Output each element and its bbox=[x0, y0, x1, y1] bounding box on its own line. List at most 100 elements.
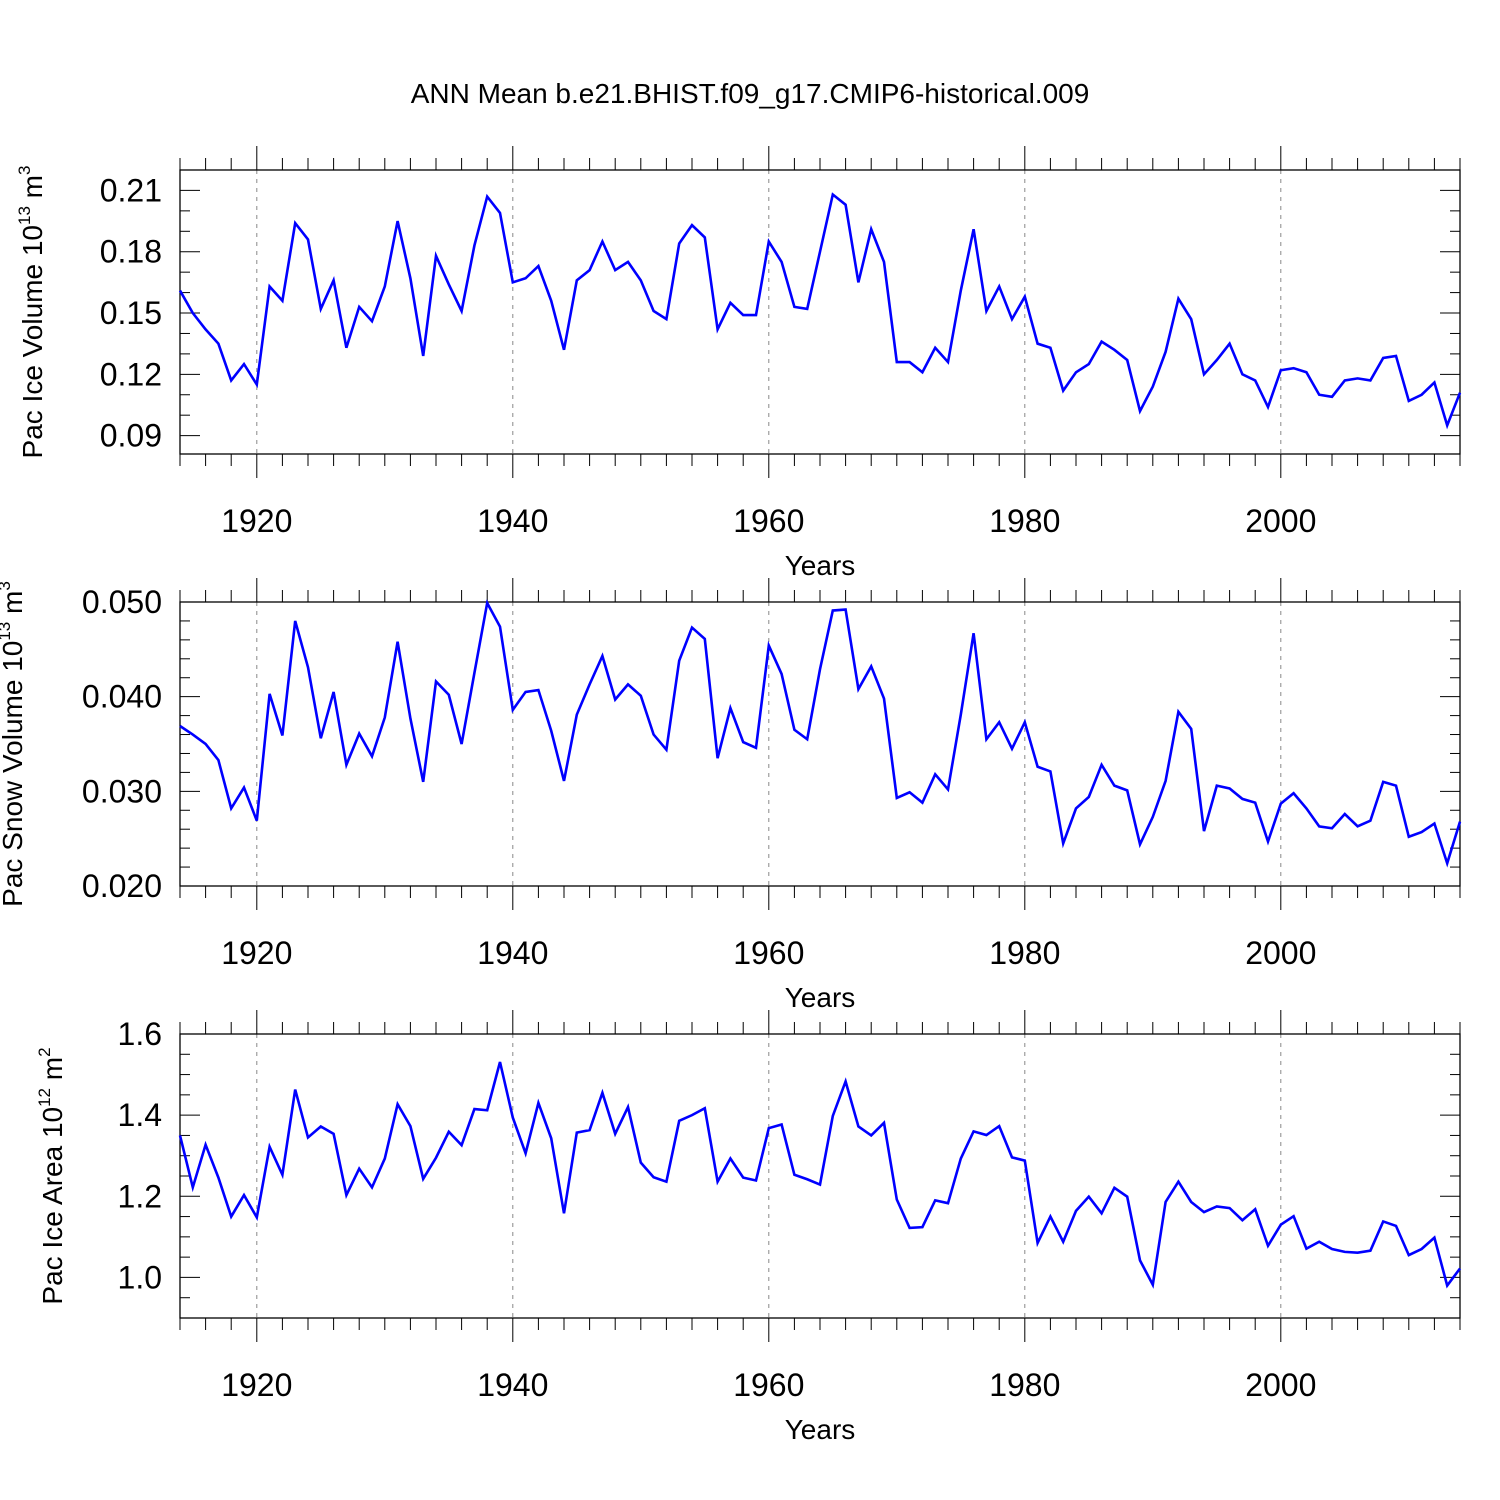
data-point bbox=[1395, 784, 1397, 786]
data-point bbox=[435, 680, 437, 682]
data-point bbox=[435, 1157, 437, 1159]
data-point bbox=[524, 1152, 526, 1154]
data-point bbox=[1318, 394, 1320, 396]
data-point bbox=[371, 1186, 373, 1188]
data-point bbox=[358, 1167, 360, 1169]
data-point bbox=[844, 204, 846, 206]
data-point bbox=[742, 1176, 744, 1178]
data-point bbox=[1152, 385, 1154, 387]
data-point bbox=[857, 688, 859, 690]
data-point bbox=[1049, 1215, 1051, 1217]
data-point bbox=[1152, 1284, 1154, 1286]
y-tick-label: 0.09 bbox=[100, 418, 162, 454]
data-point bbox=[1024, 721, 1026, 723]
data-point bbox=[332, 1133, 334, 1135]
data-point bbox=[217, 342, 219, 344]
data-point bbox=[960, 713, 962, 715]
data-point bbox=[499, 1061, 501, 1063]
data-point bbox=[665, 748, 667, 750]
data-point bbox=[870, 228, 872, 230]
data-point bbox=[1062, 842, 1064, 844]
y-tick-label: 0.12 bbox=[100, 356, 162, 392]
data-point bbox=[588, 683, 590, 685]
data-point bbox=[294, 222, 296, 224]
data-point bbox=[768, 644, 770, 646]
data-point bbox=[294, 620, 296, 622]
x-tick-label: 1920 bbox=[221, 503, 292, 539]
data-point bbox=[1100, 764, 1102, 766]
data-point bbox=[704, 1107, 706, 1109]
data-point bbox=[435, 255, 437, 257]
data-point bbox=[217, 759, 219, 761]
data-point bbox=[1356, 377, 1358, 379]
y-label-exponent: 13 bbox=[15, 206, 34, 225]
data-point bbox=[499, 212, 501, 214]
data-point bbox=[921, 801, 923, 803]
y-label-main: Pac Snow Volume 10 bbox=[0, 641, 28, 907]
data-point bbox=[832, 193, 834, 195]
y-label-unit: m bbox=[0, 591, 28, 622]
data-point bbox=[499, 625, 501, 627]
data-point bbox=[192, 312, 194, 314]
data-point bbox=[1331, 396, 1333, 398]
data-point bbox=[934, 347, 936, 349]
y-label-exponent: 13 bbox=[0, 622, 14, 641]
data-point bbox=[742, 314, 744, 316]
data-point bbox=[1203, 1211, 1205, 1213]
data-point bbox=[1011, 318, 1013, 320]
data-point bbox=[832, 1115, 834, 1117]
y-tick-label: 0.18 bbox=[100, 234, 162, 270]
y-label-unit-exponent: 3 bbox=[15, 166, 34, 175]
data-point bbox=[1254, 801, 1256, 803]
data-point bbox=[806, 1178, 808, 1180]
data-point bbox=[1190, 1201, 1192, 1203]
data-point bbox=[844, 608, 846, 610]
data-point bbox=[512, 281, 514, 283]
data-point bbox=[896, 1198, 898, 1200]
data-point bbox=[998, 1125, 1000, 1127]
data-point bbox=[614, 1133, 616, 1135]
data-point bbox=[524, 277, 526, 279]
data-point bbox=[806, 738, 808, 740]
data-point bbox=[755, 747, 757, 749]
data-point bbox=[934, 1199, 936, 1201]
data-point bbox=[1356, 1251, 1358, 1253]
data-point bbox=[512, 709, 514, 711]
data-point bbox=[768, 1127, 770, 1129]
data-point bbox=[640, 279, 642, 281]
data-point bbox=[665, 318, 667, 320]
data-point bbox=[563, 1212, 565, 1214]
data-point bbox=[1305, 371, 1307, 373]
data-point bbox=[473, 1108, 475, 1110]
data-point bbox=[1216, 359, 1218, 361]
data-point bbox=[1190, 728, 1192, 730]
data-point bbox=[243, 363, 245, 365]
data-point bbox=[793, 729, 795, 731]
data-point bbox=[780, 673, 782, 675]
data-point bbox=[921, 1226, 923, 1228]
data-point bbox=[985, 310, 987, 312]
data-point bbox=[985, 738, 987, 740]
y-label-unit: m bbox=[37, 1057, 68, 1088]
data-point bbox=[576, 713, 578, 715]
data-point bbox=[1049, 347, 1051, 349]
data-point bbox=[1100, 340, 1102, 342]
data-point bbox=[268, 693, 270, 695]
data-point bbox=[678, 1120, 680, 1122]
data-point bbox=[1177, 298, 1179, 300]
data-point bbox=[409, 1125, 411, 1127]
data-point bbox=[1318, 825, 1320, 827]
y-tick-label: 0.050 bbox=[82, 584, 162, 620]
data-point bbox=[1280, 369, 1282, 371]
data-point bbox=[1011, 1156, 1013, 1158]
data-point bbox=[729, 302, 731, 304]
series-line bbox=[178, 1061, 1462, 1289]
data-point bbox=[819, 668, 821, 670]
x-tick-label: 1960 bbox=[733, 503, 804, 539]
data-point bbox=[1216, 1205, 1218, 1207]
data-point bbox=[1075, 807, 1077, 809]
data-point bbox=[371, 755, 373, 757]
data-point bbox=[448, 694, 450, 696]
y-tick-label: 0.030 bbox=[82, 773, 162, 809]
